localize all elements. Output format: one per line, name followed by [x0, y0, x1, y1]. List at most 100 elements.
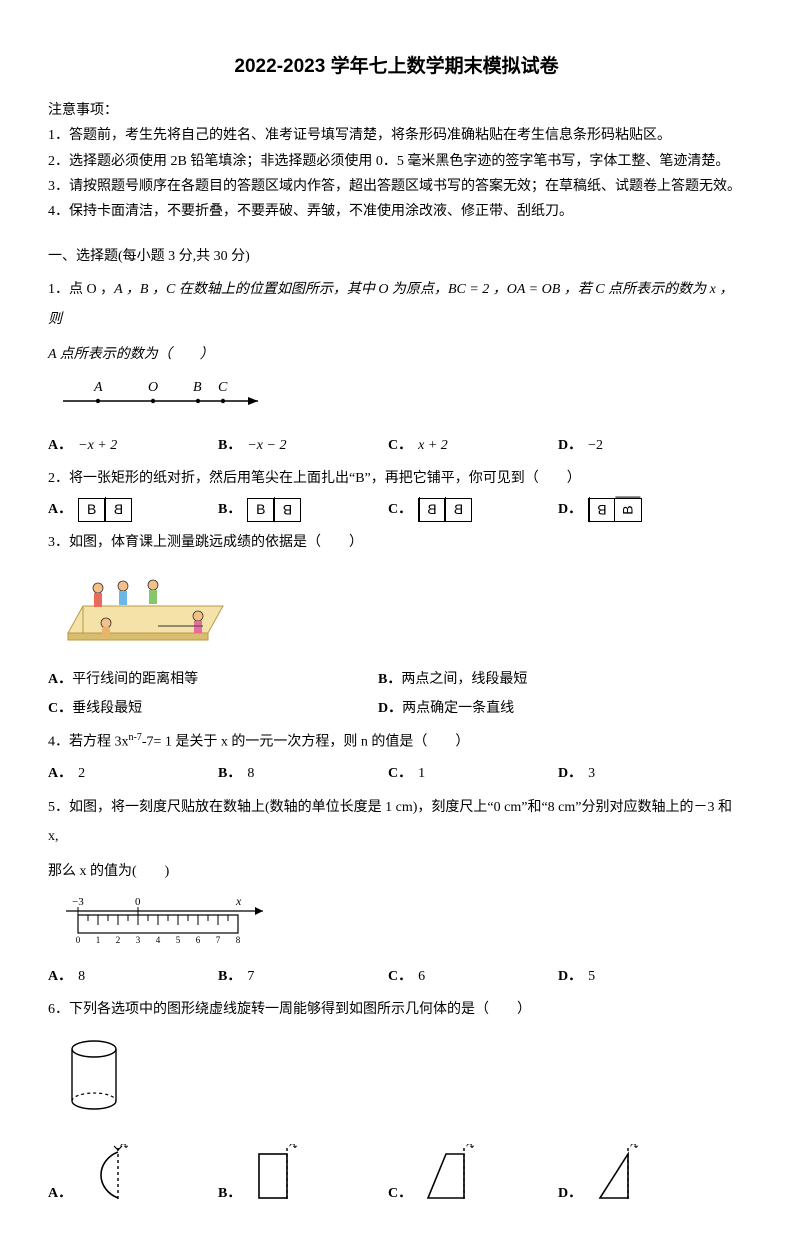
page-title: 2022-2023 学年七上数学期末模拟试卷	[48, 50, 745, 84]
opt-text: 垂线段最短	[72, 701, 142, 716]
svg-text:B: B	[193, 380, 202, 395]
svg-text:5: 5	[176, 935, 181, 945]
label: A．	[48, 433, 72, 458]
label: A．	[48, 672, 72, 687]
label: D．	[558, 497, 582, 522]
option-c: C．BB	[388, 497, 558, 522]
cylinder-diagram	[64, 1037, 124, 1117]
label: D．	[558, 433, 582, 458]
q3-options-row2: C．垂线段最短 D．两点确定一条直线	[48, 696, 745, 721]
b-box: BB	[78, 498, 132, 522]
b-box: BB	[247, 498, 301, 522]
label: C．	[388, 964, 412, 989]
opt-text: −x + 2	[78, 433, 117, 458]
q2-options: A．BB B．BB C．BB D．BB	[48, 497, 745, 522]
opt-text: −x − 2	[247, 433, 286, 458]
text: A 点所表示的数为（ ）	[48, 347, 214, 362]
svg-text:1: 1	[96, 935, 101, 945]
option-d: D．3	[558, 761, 728, 786]
option-b: B．7	[218, 964, 388, 989]
opt-text: 1	[418, 761, 425, 786]
b-box: BB	[418, 498, 472, 522]
svg-text:8: 8	[236, 935, 241, 945]
option-c: C．1	[388, 761, 558, 786]
svg-text:x: x	[235, 895, 242, 908]
label: A．	[48, 1181, 72, 1206]
label: B．	[218, 761, 241, 786]
b-box: BB	[588, 498, 642, 522]
svg-text:O: O	[148, 380, 158, 395]
text: 1．点 O ，	[48, 282, 114, 297]
svg-text:−3: −3	[72, 896, 84, 908]
label: D．	[558, 1181, 582, 1206]
q5-stem: 5．如图，将一刻度尺贴放在数轴上(数轴的单位长度是 1 cm)，刻度尺上“0 c…	[48, 793, 745, 852]
svg-text:↷: ↷	[630, 1144, 638, 1153]
q3-stem: 3．如图，体育课上测量跳远成绩的依据是（ ）	[48, 528, 745, 557]
svg-text:4: 4	[156, 935, 161, 945]
q3-options: A．平行线间的距离相等 B．两点之间，线段最短	[48, 667, 745, 692]
option-a: A．2	[48, 761, 218, 786]
svg-text:0: 0	[135, 896, 141, 908]
svg-text:7: 7	[216, 935, 221, 945]
q5-stem-line2: 那么 x 的值为( )	[48, 857, 745, 886]
label: B．	[218, 964, 241, 989]
text: -7= 1 是关于 x 的一元一次方程，则 n 的值是（ ）	[142, 735, 470, 750]
option-a: A．BB	[48, 497, 218, 522]
svg-text:A: A	[93, 380, 103, 395]
option-a: A． ↷	[48, 1144, 218, 1206]
opt-text: 两点确定一条直线	[402, 701, 514, 716]
opt-text: −2	[588, 433, 603, 458]
q1-stem: 1．点 O ，A ，B ，C 在数轴上的位置如图所示，其中 O 为原点，BC =…	[48, 275, 745, 334]
q1-stem-line2: A 点所表示的数为（ ）	[48, 340, 745, 369]
q6-stem: 6．下列各选项中的图形绕虚线旋转一周能够得到如图所示几何体的是（ ）	[48, 995, 745, 1024]
option-d: D． ↷	[558, 1144, 728, 1206]
label: C．	[388, 1181, 412, 1206]
label: D．	[558, 964, 582, 989]
notice-heading: 注意事项：	[48, 98, 745, 123]
q2-stem: 2．将一张矩形的纸对折，然后用笔尖在上面扎出“B”，再把它铺平，你可见到（ ）	[48, 464, 745, 493]
shape-a: ↷	[78, 1144, 128, 1206]
option-d: D．−2	[558, 433, 728, 458]
svg-text:C: C	[218, 380, 228, 395]
label: C．	[388, 761, 412, 786]
option-c: C．垂线段最短	[48, 696, 378, 721]
option-b: B．8	[218, 761, 388, 786]
option-b: B．两点之间，线段最短	[378, 667, 708, 692]
svg-text:↷: ↷	[120, 1144, 128, 1153]
notice-item: 1．答题前，考生先将自己的姓名、准考证号填写清楚，将条形码准确粘贴在考生信息条形…	[48, 123, 745, 148]
label: A．	[48, 497, 72, 522]
label: C．	[388, 497, 412, 522]
svg-text:0: 0	[76, 935, 81, 945]
shape-c: ↷	[418, 1144, 474, 1206]
label: A．	[48, 964, 72, 989]
label: B．	[378, 672, 401, 687]
label: D．	[558, 761, 582, 786]
label: B．	[218, 433, 241, 458]
notice-item: 2．选择题必须使用 2B 铅笔填涂；非选择题必须使用 0．5 毫米黑色字迹的签字…	[48, 149, 745, 174]
opt-text: 2	[78, 761, 85, 786]
svg-text:↷: ↷	[466, 1144, 474, 1153]
option-a: A．8	[48, 964, 218, 989]
q1-options: A．−x + 2 B．−x − 2 C．x + 2 D．−2	[48, 433, 745, 458]
label: C．	[48, 701, 72, 716]
label: B．	[218, 497, 241, 522]
option-d: D．5	[558, 964, 728, 989]
number-line-diagram: A O B C	[58, 375, 278, 413]
q5-options: A．8 B．7 C．6 D．5	[48, 964, 745, 989]
label: A．	[48, 761, 72, 786]
opt-text: x + 2	[418, 433, 448, 458]
notice-item: 3．请按照题号顺序在各题目的答题区域内作答，超出答题区域书写的答案无效；在草稿纸…	[48, 174, 745, 199]
q6-options: A． ↷ B． ↷ C． ↷ D． ↷	[48, 1144, 745, 1206]
opt-text: 5	[588, 964, 595, 989]
q4-options: A．2 B．8 C．1 D．3	[48, 761, 745, 786]
opt-text: 两点之间，线段最短	[401, 672, 527, 687]
jump-illustration	[58, 568, 228, 648]
shape-b: ↷	[247, 1144, 297, 1206]
opt-text: 3	[588, 761, 595, 786]
exponent: n-7	[129, 732, 142, 743]
section-heading: 一、选择题(每小题 3 分,共 30 分)	[48, 244, 745, 269]
opt-text: 8	[247, 761, 254, 786]
option-c: C．6	[388, 964, 558, 989]
svg-text:6: 6	[196, 935, 201, 945]
option-b: B． ↷	[218, 1144, 388, 1206]
